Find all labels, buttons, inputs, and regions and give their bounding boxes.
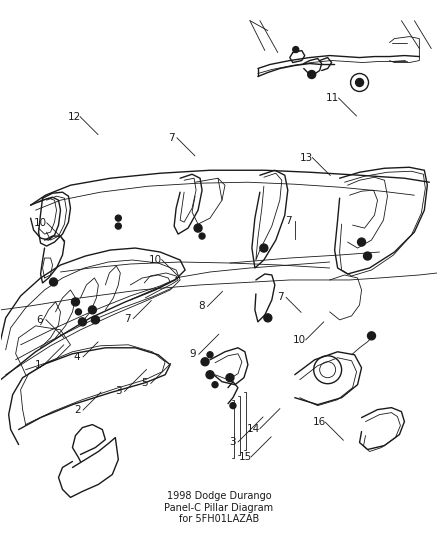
Circle shape (206, 371, 214, 379)
Circle shape (75, 309, 81, 315)
Circle shape (308, 70, 316, 78)
Text: 5: 5 (141, 378, 148, 389)
Circle shape (92, 316, 99, 324)
Text: 1998 Dodge Durango
Panel-C Pillar Diagram
for 5FH01LAZAB: 1998 Dodge Durango Panel-C Pillar Diagra… (164, 491, 274, 524)
Text: 11: 11 (326, 93, 339, 103)
Text: 7: 7 (124, 313, 131, 324)
Text: 14: 14 (247, 424, 261, 434)
Circle shape (78, 318, 86, 326)
Circle shape (115, 215, 121, 221)
Circle shape (364, 252, 371, 260)
Circle shape (357, 238, 366, 246)
Text: 10: 10 (149, 255, 162, 264)
Circle shape (264, 314, 272, 322)
Text: 1: 1 (35, 360, 41, 370)
Circle shape (199, 233, 205, 239)
Text: 7: 7 (277, 292, 283, 302)
Text: 10: 10 (34, 218, 47, 228)
Text: 16: 16 (313, 417, 326, 427)
Text: 13: 13 (300, 152, 313, 163)
Text: 3: 3 (229, 437, 235, 447)
Circle shape (201, 358, 209, 366)
Text: 12: 12 (67, 111, 81, 122)
Circle shape (212, 382, 218, 387)
Text: 10: 10 (293, 335, 306, 345)
Circle shape (88, 306, 96, 314)
Circle shape (207, 352, 213, 358)
Circle shape (293, 46, 299, 53)
Circle shape (115, 223, 121, 229)
Text: 9: 9 (190, 349, 196, 359)
Text: 4: 4 (74, 352, 81, 362)
Text: 7: 7 (168, 133, 174, 143)
Circle shape (226, 374, 234, 382)
Circle shape (260, 244, 268, 252)
Circle shape (367, 332, 375, 340)
Circle shape (71, 298, 79, 306)
Text: 3: 3 (115, 386, 122, 397)
Text: 8: 8 (198, 301, 205, 311)
Text: 7: 7 (286, 216, 292, 227)
Circle shape (194, 224, 202, 232)
Text: 2: 2 (74, 405, 81, 415)
Circle shape (230, 402, 236, 409)
Text: 6: 6 (37, 314, 43, 325)
Text: 15: 15 (239, 452, 252, 462)
Circle shape (356, 78, 364, 86)
Circle shape (49, 278, 57, 286)
